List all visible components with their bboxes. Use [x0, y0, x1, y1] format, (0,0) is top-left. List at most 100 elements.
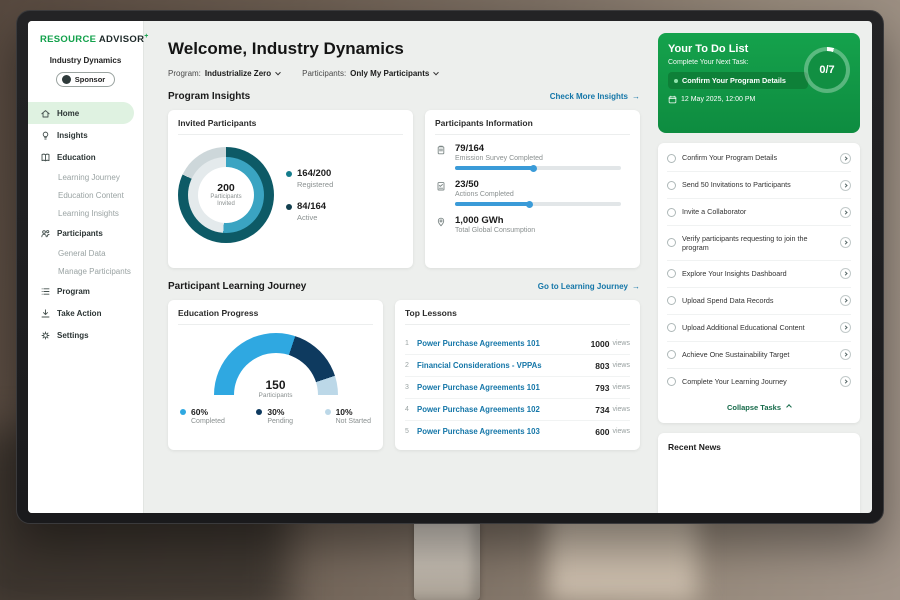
actions-icon [437, 182, 445, 191]
invited-participants-card: Invited Participants 200 Participants In… [168, 110, 413, 268]
not-started-bullet-icon [324, 409, 331, 415]
task-open-button[interactable] [840, 268, 851, 280]
lesson-link[interactable]: Power Purchase Agreements 101 [417, 383, 540, 392]
todo-due-date-label: 12 May 2025, 12:00 PM [681, 96, 756, 103]
sidebar-item-label: Manage Participants [58, 266, 131, 276]
lesson-link[interactable]: Power Purchase Agreements 101 [417, 339, 540, 348]
sidebar-item-education-content[interactable]: Education Content [28, 186, 143, 204]
task-label: Complete Your Learning Journey [682, 377, 787, 387]
survey-icon [437, 145, 445, 155]
task-open-button[interactable] [840, 179, 851, 191]
sidebar-item-education[interactable]: Education [28, 146, 143, 168]
lesson-link[interactable]: Power Purchase Agreements 102 [417, 405, 540, 414]
gauge-center-value: 150 [265, 378, 286, 392]
lesson-rank: 5 [405, 428, 409, 435]
task-open-button[interactable] [840, 322, 851, 334]
task-open-button[interactable] [840, 206, 851, 218]
lesson-views: 803 [595, 360, 610, 371]
filters-bar: Program: Industrialize Zero Participants… [168, 69, 640, 78]
program-filter[interactable]: Program: Industrialize Zero [168, 69, 281, 78]
program-filter-label: Program: [168, 69, 201, 78]
sidebar-item-learning-insights[interactable]: Learning Insights [28, 204, 143, 222]
lesson-link[interactable]: Power Purchase Agreements 103 [417, 427, 540, 436]
chevron-right-icon [842, 209, 848, 215]
task-row-invite-collaborator[interactable]: Invite a Collaborator [667, 199, 851, 226]
task-checkbox[interactable] [667, 296, 676, 306]
active-bullet-icon [286, 203, 292, 210]
task-checkbox[interactable] [667, 180, 676, 190]
lesson-views-suffix: views [612, 428, 630, 435]
lesson-row: 2 Financial Considerations - VPPAs 803 v… [405, 355, 630, 377]
task-open-button[interactable] [840, 349, 851, 361]
task-label: Achieve One Sustainability Target [682, 350, 790, 360]
top-lessons-card: Top Lessons 1 Power Purchase Agreements … [395, 300, 640, 450]
progress-track [455, 164, 622, 172]
registered-bullet-icon [286, 170, 292, 177]
lesson-rank: 3 [405, 384, 409, 391]
task-row-confirm-program[interactable]: Confirm Your Program Details [667, 145, 851, 172]
todo-subtitle: Complete Your Next Task: [668, 59, 749, 66]
task-checkbox[interactable] [667, 323, 676, 333]
lesson-rank: 1 [405, 340, 409, 347]
chevron-right-icon [842, 182, 848, 188]
sidebar-item-take-action[interactable]: Take Action [28, 302, 143, 324]
stat-emission-survey: 79/164 Emission Survey Completed [435, 143, 630, 172]
task-label: Explore Your Insights Dashboard [682, 269, 787, 279]
sidebar-item-manage-participants[interactable]: Manage Participants [28, 262, 143, 280]
lesson-views-suffix: views [612, 340, 630, 347]
legend-value: 30% [267, 407, 285, 417]
chevron-down-icon [433, 69, 440, 75]
check-more-insights-link[interactable]: Check More Insights [550, 92, 640, 101]
participants-filter[interactable]: Participants: Only My Participants [302, 69, 440, 78]
todo-next-task[interactable]: Confirm Your Program Details [668, 72, 808, 89]
task-open-button[interactable] [840, 295, 851, 307]
sidebar-item-general-data[interactable]: General Data [28, 244, 143, 262]
sidebar-item-program[interactable]: Program [28, 280, 143, 302]
sidebar-item-participants[interactable]: Participants [28, 222, 143, 244]
go-to-learning-journey-link[interactable]: Go to Learning Journey [538, 282, 640, 291]
task-row-verify-participants[interactable]: Verify participants requesting to join t… [667, 226, 851, 261]
sidebar-item-home[interactable]: Home [28, 102, 134, 125]
todo-progress-value: 0/7 [808, 51, 846, 89]
task-row-achieve-sustainability-target[interactable]: Achieve One Sustainability Target [667, 342, 851, 369]
task-checkbox[interactable] [667, 377, 676, 387]
task-row-send-invitations[interactable]: Send 50 Invitations to Participants [667, 172, 851, 199]
lesson-link[interactable]: Financial Considerations - VPPAs [417, 361, 542, 370]
chevron-right-icon [842, 240, 848, 245]
legend-value: 84/164 [297, 201, 327, 212]
stat-label: Total Global Consumption [455, 227, 536, 234]
task-checkbox[interactable] [667, 350, 676, 360]
chevron-right-icon [842, 298, 848, 303]
sidebar-item-label: Participants [57, 228, 103, 238]
chevron-down-icon [275, 69, 281, 75]
collapse-tasks-label: Collapse Tasks [726, 402, 782, 412]
lesson-views: 600 [595, 426, 610, 437]
sponsor-badge[interactable]: Sponsor [55, 72, 116, 88]
task-open-button[interactable] [840, 237, 851, 249]
sidebar-item-insights[interactable]: Insights [28, 124, 143, 146]
progress-track [455, 200, 622, 208]
sidebar-item-settings[interactable]: Settings [28, 324, 143, 346]
sidebar-item-label: Settings [57, 330, 89, 340]
lesson-rank: 4 [405, 406, 409, 413]
sidebar-item-label: Learning Journey [58, 172, 120, 182]
task-checkbox[interactable] [667, 238, 676, 248]
take-action-icon [41, 309, 50, 318]
task-row-upload-spend-data[interactable]: Upload Spend Data Records [667, 288, 851, 315]
task-open-button[interactable] [840, 376, 851, 388]
task-row-explore-insights[interactable]: Explore Your Insights Dashboard [667, 261, 851, 288]
completed-bullet-icon [180, 409, 186, 415]
task-checkbox[interactable] [667, 207, 676, 217]
task-row-complete-learning-journey[interactable]: Complete Your Learning Journey [667, 369, 851, 395]
task-checkbox[interactable] [667, 269, 676, 279]
task-open-button[interactable] [840, 152, 851, 164]
task-row-upload-educational-content[interactable]: Upload Additional Educational Content [667, 315, 851, 342]
stat-label: Emission Survey Completed [455, 155, 543, 162]
sidebar-item-learning-journey[interactable]: Learning Journey [28, 168, 143, 186]
education-progress-gauge: 150 Participants [213, 333, 338, 399]
lesson-views: 1000 [590, 338, 610, 349]
legend-value: 10% [335, 407, 353, 417]
collapse-tasks-link[interactable]: Collapse Tasks [667, 395, 851, 421]
task-checkbox[interactable] [667, 153, 676, 163]
settings-icon [41, 331, 50, 340]
